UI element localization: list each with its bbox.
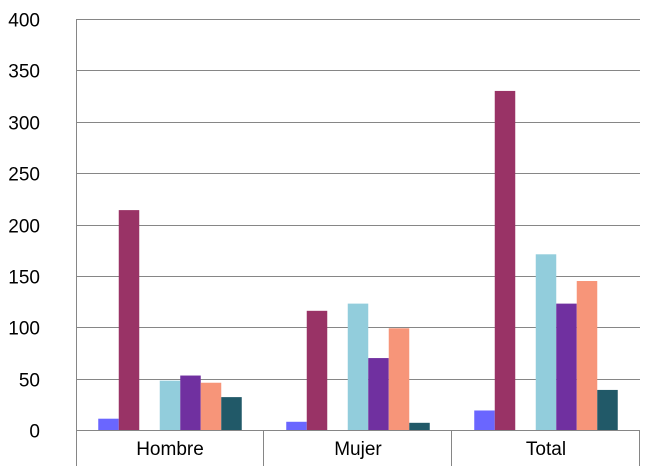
y-tick-label: 100 [8,319,40,340]
bar-hombre-series-5 [180,375,201,430]
y-tick-label: 400 [8,11,40,32]
x-category-label: Mujer [334,439,382,460]
bar-hombre-series-6 [200,382,222,430]
y-axis-ticks: 0 50 100 150 200 250 300 350 400 [8,11,40,443]
bar-total-series-2 [494,90,516,431]
bar-mujer-series-7 [409,422,430,430]
bar-hombre-series-4 [159,380,181,430]
y-tick-label: 200 [8,217,40,238]
axes [76,19,640,466]
bar-mujer-series-5 [368,358,389,430]
bar-mujer-series-6 [388,328,410,430]
x-category-label: Hombre [136,439,204,460]
bars [98,90,618,431]
bar-total-series-7 [597,389,618,430]
bar-mujer-series-2 [306,310,328,430]
y-tick-label: 250 [8,165,40,186]
grid-lines [76,19,640,380]
bar-total-series-6 [576,281,598,430]
bar-hombre-series-1 [98,418,119,430]
bar-mujer-series-4 [347,303,369,430]
y-tick-label: 350 [8,62,40,83]
x-axis-categories: Hombre Mujer Total [136,439,566,460]
y-tick-label: 150 [8,268,40,289]
bar-hombre-series-7 [221,397,242,430]
bar-mujer-series-1 [286,421,307,430]
bar-hombre-series-2 [118,210,140,430]
x-category-label: Total [526,439,566,460]
y-tick-label: 300 [8,114,40,135]
bar-total-series-1 [474,410,495,430]
bar-total-series-5 [556,303,577,430]
y-tick-label: 0 [29,422,40,443]
y-tick-label: 50 [19,371,40,392]
bar-total-series-4 [535,254,557,430]
